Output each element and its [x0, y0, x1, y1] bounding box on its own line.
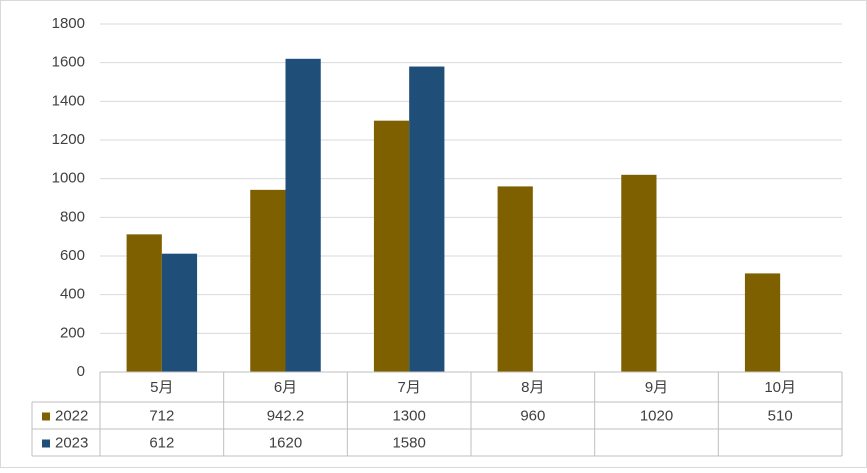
- x-tick-label: 9月: [645, 379, 668, 396]
- table-value: 510: [768, 407, 793, 424]
- x-tick-label: 5月: [150, 379, 173, 396]
- legend-label: 2022: [55, 407, 88, 424]
- table-value: 942.2: [267, 407, 305, 424]
- legend-swatch: [42, 412, 50, 421]
- bar: [497, 186, 533, 372]
- y-tick-label: 1600: [52, 54, 85, 71]
- y-tick-label: 1800: [52, 15, 85, 32]
- y-tick-label: 600: [60, 247, 85, 264]
- table-value: 1620: [269, 434, 302, 451]
- table-value: 1580: [392, 434, 425, 451]
- bar: [285, 58, 321, 373]
- bar: [250, 189, 286, 372]
- y-tick-label: 400: [60, 286, 85, 303]
- bar: [744, 273, 781, 372]
- table-value: 960: [520, 407, 545, 424]
- table-value: 1300: [392, 407, 425, 424]
- legend-swatch: [42, 439, 50, 448]
- bar: [161, 253, 198, 372]
- y-tick-label: 1400: [52, 92, 85, 109]
- table-value: 712: [149, 407, 174, 424]
- x-tick-label: 10月: [764, 379, 796, 396]
- y-tick-label: 1000: [52, 170, 85, 187]
- y-tick-label: 800: [60, 208, 85, 225]
- bar: [621, 174, 657, 372]
- bar: [409, 66, 445, 373]
- bar: [126, 234, 162, 372]
- x-tick-label: 7月: [397, 379, 420, 396]
- table-value: 612: [149, 434, 174, 451]
- y-tick-label: 1200: [52, 131, 85, 148]
- bar: [373, 120, 410, 373]
- x-tick-label: 8月: [521, 379, 544, 396]
- x-tick-label: 6月: [274, 379, 297, 396]
- y-tick-label: 0: [77, 363, 85, 380]
- y-tick-label: 200: [60, 324, 85, 341]
- table-value: 1020: [640, 407, 673, 424]
- legend-label: 2023: [55, 434, 88, 451]
